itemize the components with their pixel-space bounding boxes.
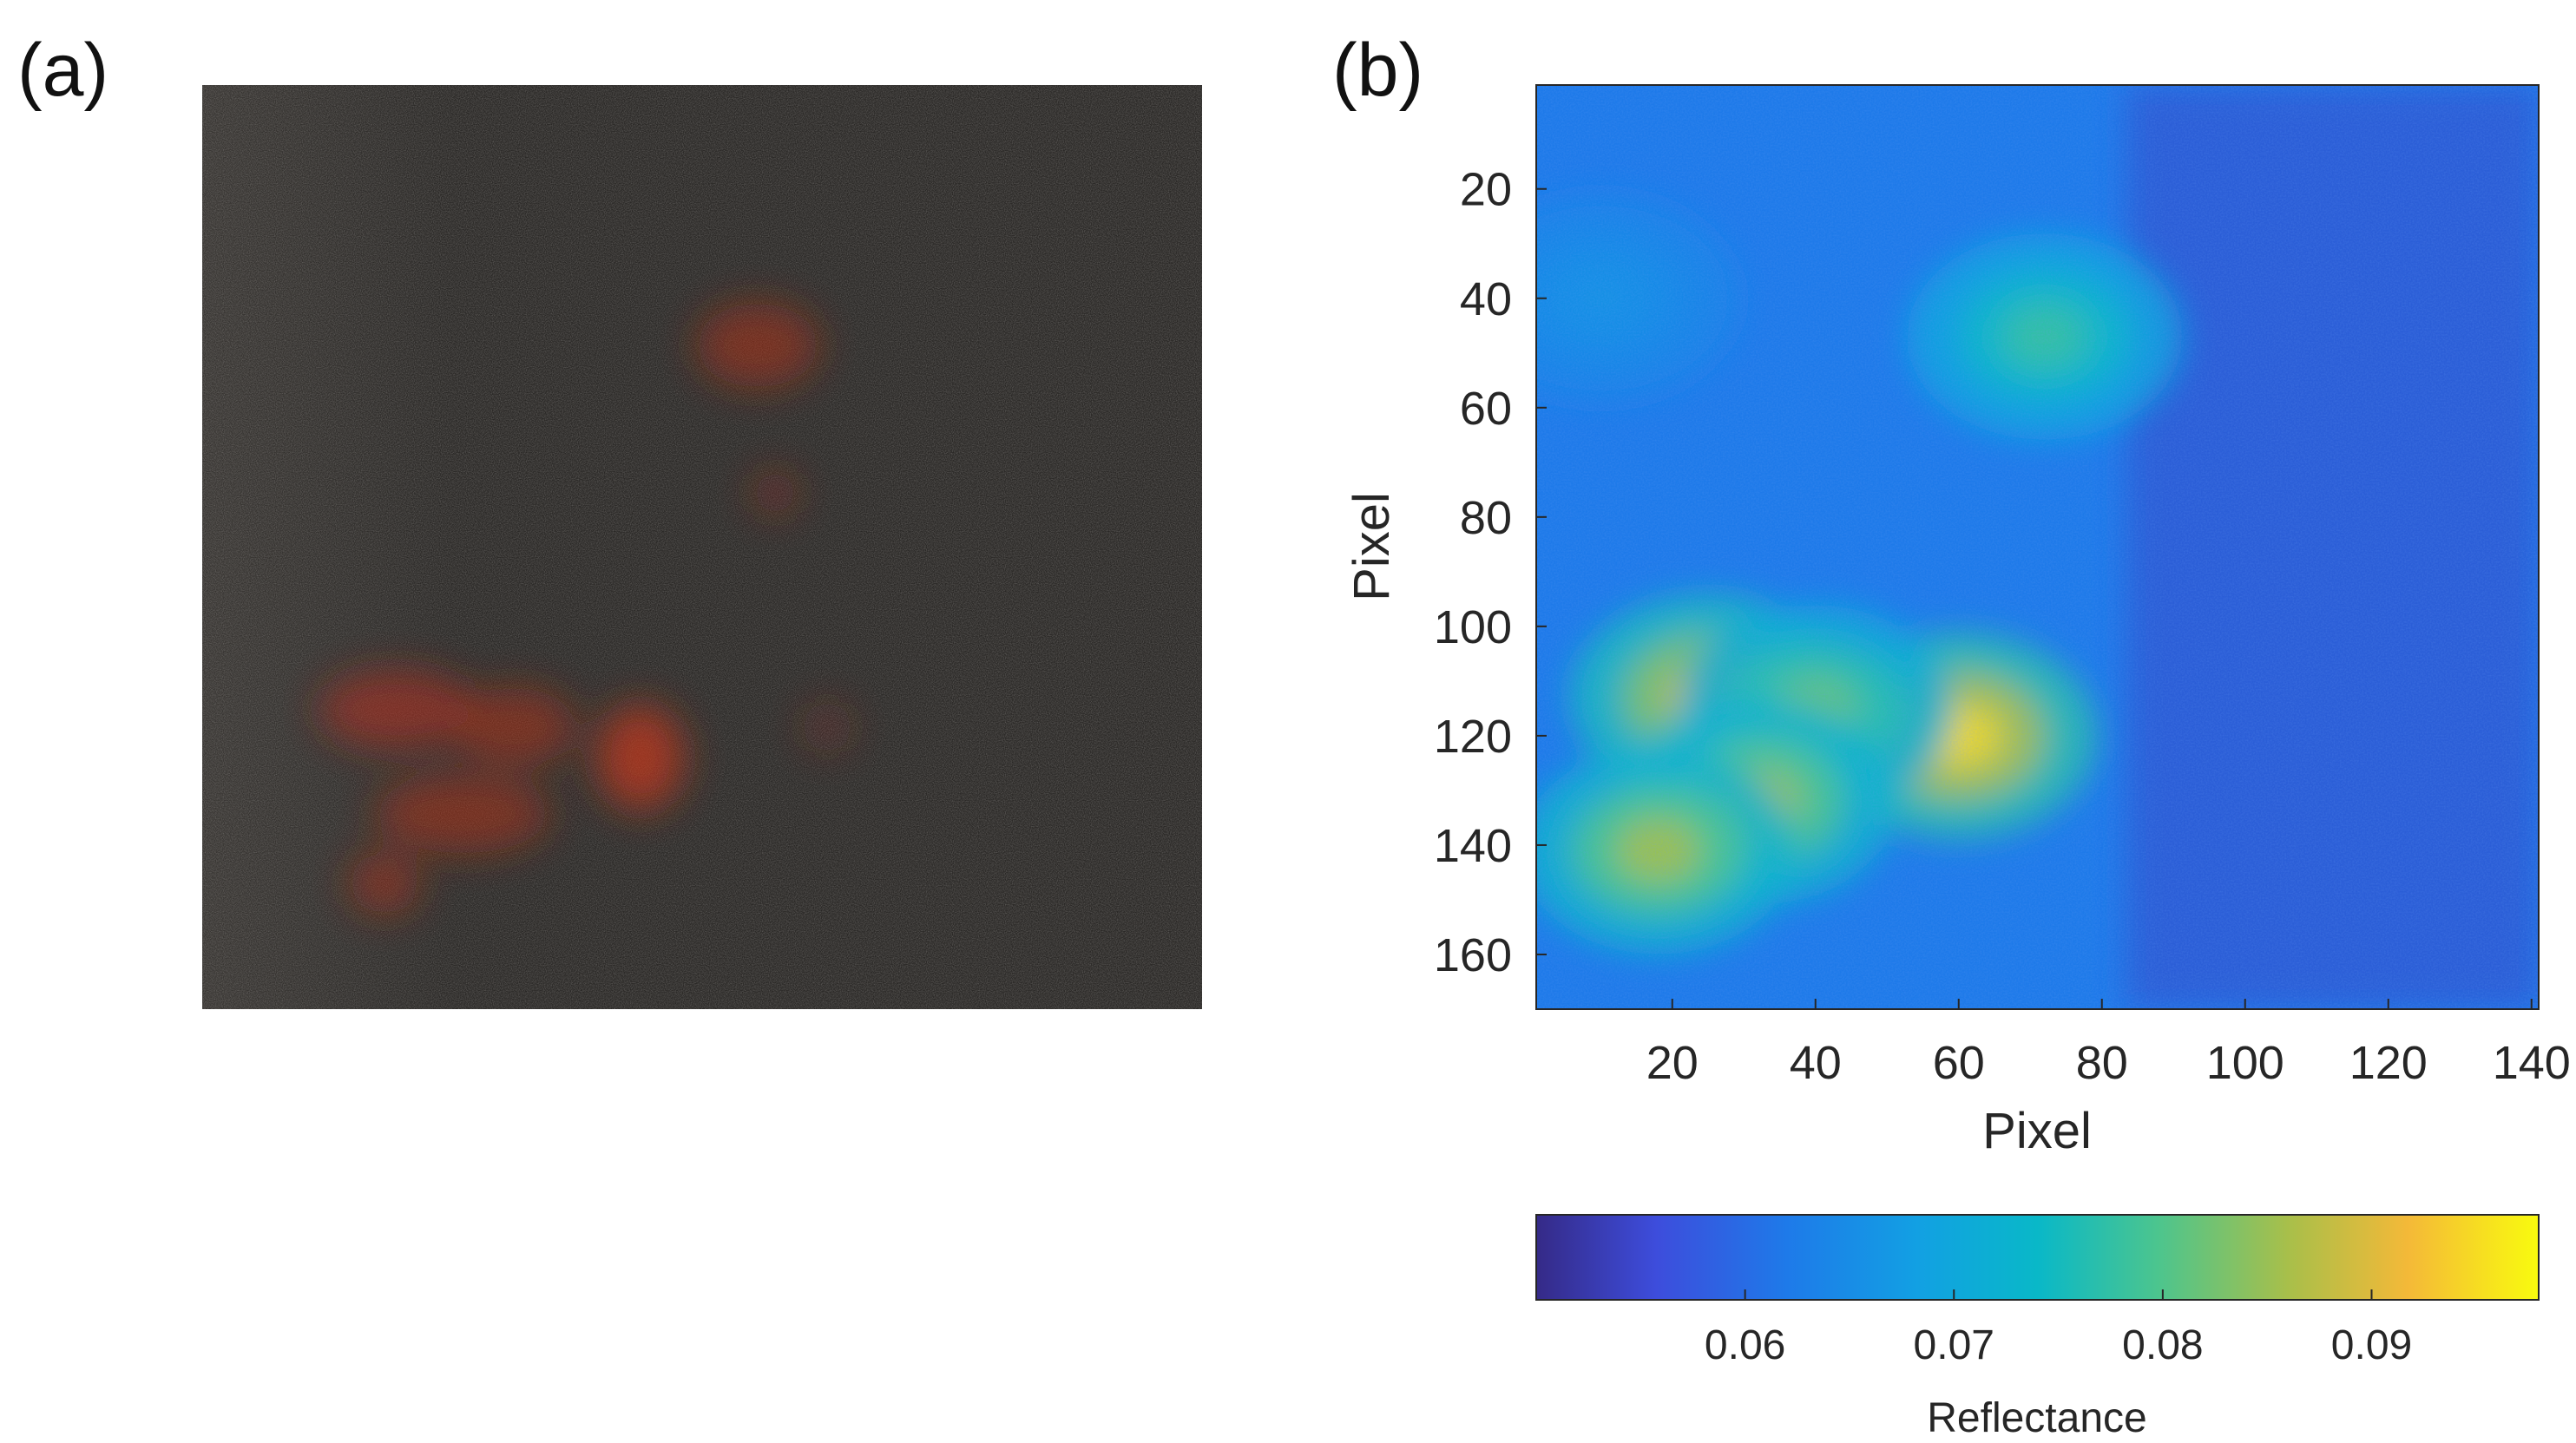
photo-image — [202, 85, 1202, 1009]
sample-photo-image — [202, 85, 1202, 1009]
y-axis: 20 40 60 80 100 120 140 160 — [1434, 164, 1547, 981]
heatmap-image — [1536, 85, 2539, 1009]
y-tick-label: 60 — [1460, 383, 1512, 435]
x-axis: 20 40 60 80 100 120 140 — [1646, 999, 2571, 1089]
y-tick-label: 160 — [1434, 929, 1512, 981]
colorbar-title: Reflectance — [1927, 1395, 2146, 1441]
x-axis-title: Pixel — [1982, 1103, 2092, 1159]
y-tick-label: 140 — [1434, 820, 1512, 872]
colorbar-tick-label: 0.09 — [2331, 1322, 2412, 1368]
x-tick-label: 60 — [1933, 1037, 1985, 1089]
red-stain-marks — [319, 304, 853, 914]
colorbar-tick-label: 0.08 — [2122, 1322, 2203, 1368]
x-tick-label: 20 — [1646, 1037, 1699, 1089]
panel-b-label: (b) — [1332, 29, 1424, 112]
y-tick-label: 40 — [1460, 273, 1512, 325]
colorbar — [1535, 1214, 2540, 1301]
y-tick-label: 100 — [1434, 601, 1512, 653]
panel-a-label: (a) — [17, 29, 109, 112]
colorbar-tick-label: 0.07 — [1914, 1322, 1994, 1368]
y-tick-label: 120 — [1434, 711, 1512, 763]
x-tick-label: 120 — [2349, 1037, 2428, 1089]
x-tick-label: 80 — [2076, 1037, 2128, 1089]
x-tick-label: 140 — [2493, 1037, 2571, 1089]
y-tick-label: 80 — [1460, 492, 1512, 544]
x-tick-label: 40 — [1790, 1037, 1842, 1089]
colorbar-tick-label: 0.06 — [1705, 1322, 1785, 1368]
y-tick-label: 20 — [1460, 164, 1512, 216]
heatmap-frame — [1535, 84, 2540, 1010]
x-tick-label: 100 — [2206, 1037, 2284, 1089]
y-axis-title: Pixel — [1344, 492, 1400, 601]
colorbar-ticks: 0.06 0.07 0.08 0.09 — [1705, 1289, 2412, 1368]
